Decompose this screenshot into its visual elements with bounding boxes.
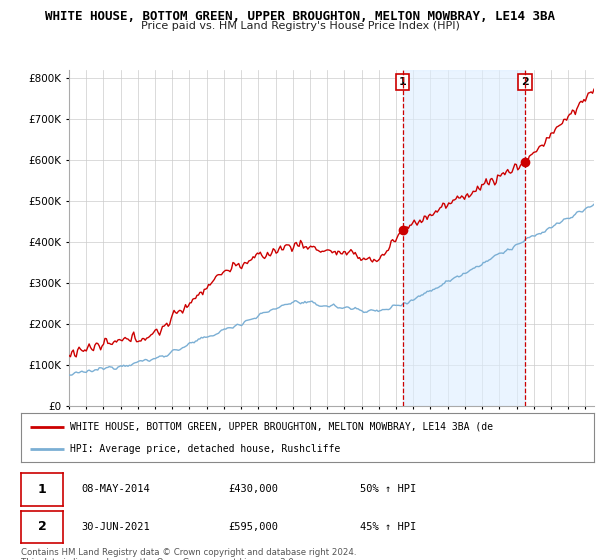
- Text: £430,000: £430,000: [228, 484, 278, 494]
- Text: 30-JUN-2021: 30-JUN-2021: [81, 522, 150, 532]
- Text: 45% ↑ HPI: 45% ↑ HPI: [360, 522, 416, 532]
- Text: 2: 2: [521, 77, 529, 87]
- Text: 2: 2: [38, 520, 46, 534]
- Text: WHITE HOUSE, BOTTOM GREEN, UPPER BROUGHTON, MELTON MOWBRAY, LE14 3BA (de: WHITE HOUSE, BOTTOM GREEN, UPPER BROUGHT…: [70, 422, 493, 432]
- Text: 50% ↑ HPI: 50% ↑ HPI: [360, 484, 416, 494]
- Bar: [403, 70, 525, 406]
- Text: £595,000: £595,000: [228, 522, 278, 532]
- Text: Contains HM Land Registry data © Crown copyright and database right 2024.
This d: Contains HM Land Registry data © Crown c…: [21, 548, 356, 560]
- Text: WHITE HOUSE, BOTTOM GREEN, UPPER BROUGHTON, MELTON MOWBRAY, LE14 3BA: WHITE HOUSE, BOTTOM GREEN, UPPER BROUGHT…: [45, 10, 555, 23]
- Text: Price paid vs. HM Land Registry's House Price Index (HPI): Price paid vs. HM Land Registry's House …: [140, 21, 460, 31]
- Text: 1: 1: [398, 77, 406, 87]
- Text: 08-MAY-2014: 08-MAY-2014: [81, 484, 150, 494]
- Text: 1: 1: [38, 483, 46, 496]
- Text: HPI: Average price, detached house, Rushcliffe: HPI: Average price, detached house, Rush…: [70, 444, 340, 454]
